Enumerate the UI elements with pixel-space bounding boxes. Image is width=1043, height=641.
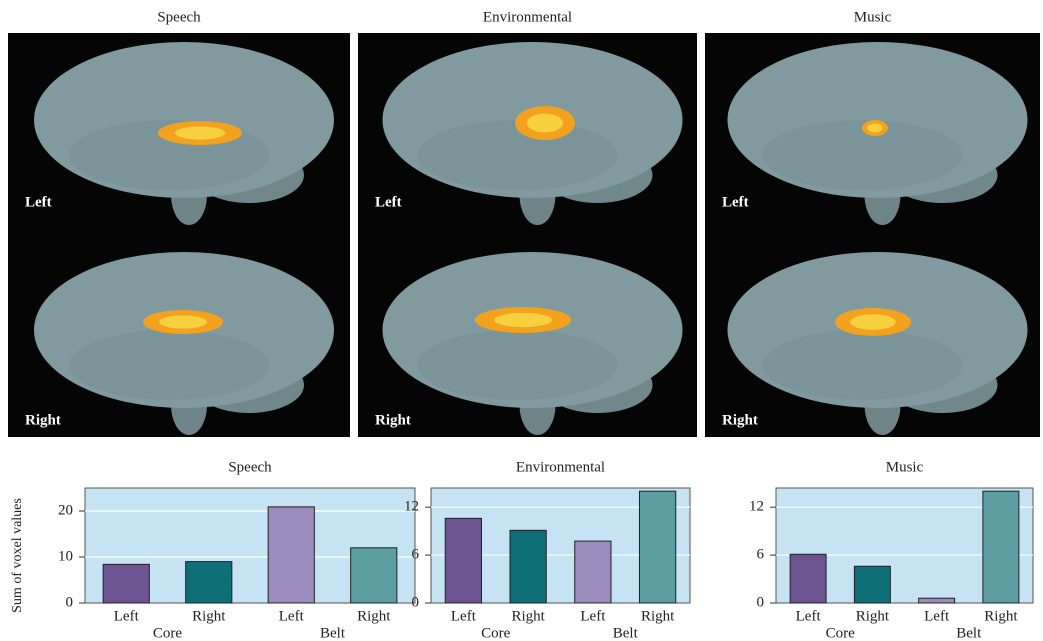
bar xyxy=(510,530,546,603)
y-tick-label: 6 xyxy=(757,547,765,563)
y-tick-label: 6 xyxy=(412,547,420,563)
x-tick-label: Left xyxy=(580,608,606,624)
y-tick-label: 20 xyxy=(58,502,73,518)
x-tick-label: Left xyxy=(279,608,305,624)
x-tick-label: Left xyxy=(924,608,950,624)
activation-core xyxy=(850,314,896,329)
y-tick-label: 10 xyxy=(58,548,73,564)
bar xyxy=(854,566,890,603)
bar xyxy=(575,541,611,603)
y-tick-label: 12 xyxy=(749,499,764,515)
temporal-lobe xyxy=(418,120,618,190)
temporal-lobe xyxy=(763,120,963,190)
bar xyxy=(186,562,232,603)
y-axis-label: Sum of voxel values xyxy=(10,498,25,613)
activation-core xyxy=(527,114,563,133)
panel-title: Speech xyxy=(157,9,201,25)
panel-title: Music xyxy=(854,9,892,25)
bar xyxy=(919,598,955,603)
x-tick-label: Right xyxy=(641,608,675,624)
chart-title: Music xyxy=(886,459,924,475)
hemisphere-label: Left xyxy=(25,194,52,210)
chart-title: Environmental xyxy=(516,459,605,475)
hemisphere-label: Right xyxy=(722,412,758,428)
activation-core xyxy=(159,315,207,328)
group-label: Belt xyxy=(956,625,982,641)
group-label: Core xyxy=(153,625,183,641)
temporal-lobe xyxy=(418,330,618,400)
hemisphere-label: Left xyxy=(375,194,402,210)
y-tick-label: 0 xyxy=(66,594,74,610)
x-tick-label: Left xyxy=(114,608,140,624)
temporal-lobe xyxy=(763,330,963,400)
group-label: Belt xyxy=(320,625,346,641)
bar xyxy=(639,491,675,603)
activation-core xyxy=(867,124,883,133)
bar xyxy=(445,518,481,603)
x-tick-label: Right xyxy=(192,608,226,624)
x-tick-label: Right xyxy=(511,608,545,624)
y-tick-label: 0 xyxy=(757,594,765,610)
x-tick-label: Right xyxy=(357,608,391,624)
activation-core xyxy=(175,126,225,139)
x-tick-label: Right xyxy=(984,608,1018,624)
y-tick-label: 0 xyxy=(412,594,420,610)
hemisphere-label: Left xyxy=(722,194,749,210)
hemisphere-label: Right xyxy=(25,412,61,428)
panel-title: Environmental xyxy=(483,9,572,25)
bar xyxy=(268,507,314,603)
temporal-lobe xyxy=(69,330,269,400)
bar xyxy=(103,564,149,603)
y-tick-label: 12 xyxy=(404,499,419,515)
x-tick-label: Left xyxy=(796,608,822,624)
x-tick-label: Right xyxy=(856,608,890,624)
group-label: Core xyxy=(481,625,511,641)
activation-core xyxy=(494,313,552,327)
bar xyxy=(790,554,826,603)
x-tick-label: Left xyxy=(451,608,477,624)
bar xyxy=(351,548,397,603)
bar xyxy=(983,491,1019,603)
hemisphere-label: Right xyxy=(375,412,411,428)
chart-title: Speech xyxy=(228,459,272,475)
figure: Speech Left Right Environmental Left Right Mus… xyxy=(0,0,1043,641)
group-label: Core xyxy=(826,625,856,641)
group-label: Belt xyxy=(613,625,639,641)
